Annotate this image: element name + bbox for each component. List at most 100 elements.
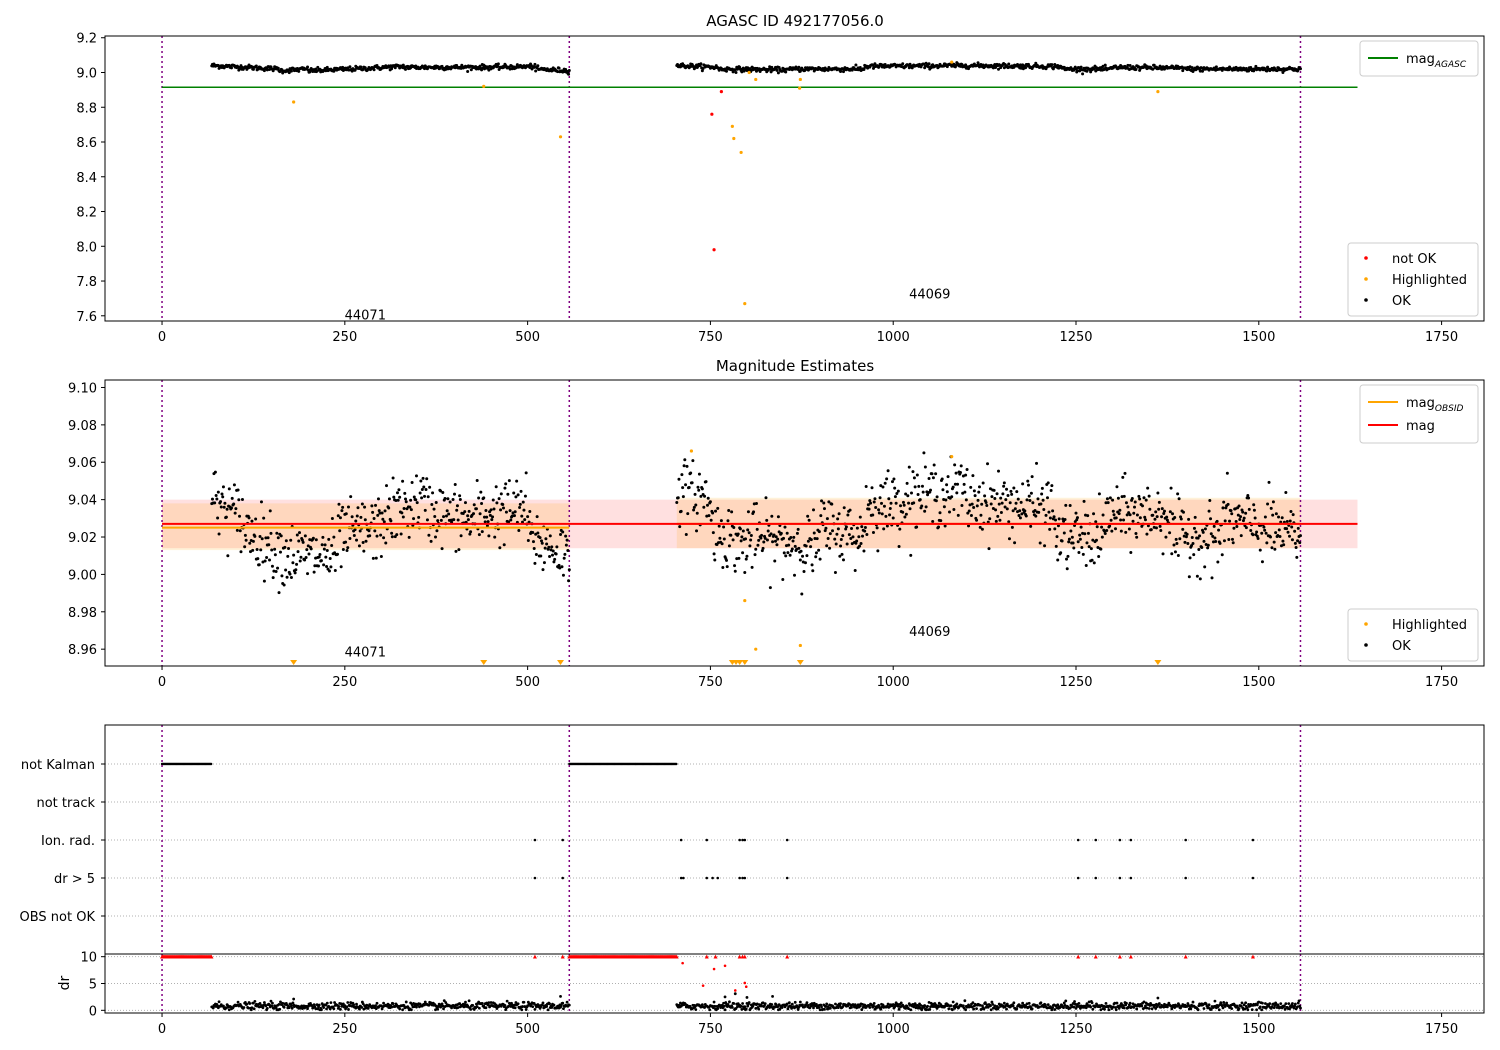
ok-point-estimate bbox=[1040, 486, 1044, 490]
flag-point bbox=[705, 838, 709, 842]
ok-point-estimate bbox=[1109, 518, 1113, 522]
ok-point-estimate bbox=[453, 482, 457, 486]
ok-point-estimate bbox=[1277, 528, 1281, 532]
ok-point-estimate bbox=[435, 529, 439, 533]
legend-mag-box bbox=[1359, 384, 1479, 444]
ok-point-estimate bbox=[552, 560, 556, 564]
highlighted-below-range-marker bbox=[736, 660, 744, 665]
ok-point-estimate bbox=[836, 517, 840, 521]
ok-point-estimate bbox=[508, 509, 512, 513]
dr-ok-point bbox=[442, 1007, 445, 1011]
highlighted-below-range-marker bbox=[796, 660, 804, 665]
ok-point-estimate bbox=[850, 527, 854, 530]
ok-point-estimate bbox=[454, 549, 458, 553]
ok-point-estimate bbox=[1143, 518, 1147, 522]
ok-point-estimate bbox=[857, 535, 861, 539]
ok-point-estimate bbox=[1162, 512, 1166, 516]
dr-ok-point bbox=[1255, 1003, 1259, 1007]
ok-point-estimate bbox=[417, 515, 421, 519]
ok-point-agasc bbox=[701, 67, 705, 71]
ok-point-estimate bbox=[1080, 545, 1084, 549]
dr-capped-marker bbox=[704, 954, 709, 959]
ok-point-estimate bbox=[1176, 492, 1180, 496]
ok-point-estimate bbox=[534, 553, 538, 556]
ok-point-estimate bbox=[398, 495, 402, 499]
ok-point-estimate bbox=[1122, 518, 1126, 522]
ok-point-estimate bbox=[1117, 512, 1121, 516]
dr-ok-point bbox=[839, 1002, 842, 1006]
x-tick-label: 500 bbox=[515, 1022, 540, 1037]
dr-ok-point bbox=[1157, 1002, 1161, 1005]
ok-point-estimate bbox=[397, 488, 401, 492]
ok-point-estimate bbox=[503, 486, 507, 490]
dr-ok-point bbox=[442, 999, 446, 1003]
ok-point-estimate bbox=[418, 491, 422, 495]
dr-ok-point bbox=[1042, 1005, 1046, 1009]
ok-point-estimate bbox=[997, 469, 1000, 473]
ok-point-agasc bbox=[734, 70, 738, 74]
flag-point bbox=[1129, 838, 1133, 842]
ok-point-estimate bbox=[1113, 527, 1117, 531]
ok-point-estimate bbox=[1216, 560, 1220, 564]
ok-point-estimate bbox=[561, 573, 565, 577]
ok-point-estimate bbox=[753, 553, 757, 557]
dr-not-ok-point bbox=[733, 989, 737, 992]
ok-point-estimate bbox=[986, 520, 990, 524]
dr-ok-point bbox=[345, 1005, 349, 1009]
ok-point-estimate bbox=[1023, 509, 1027, 513]
ok-point-estimate bbox=[1280, 516, 1284, 520]
dr-ok-point bbox=[927, 1000, 931, 1004]
ok-point-estimate bbox=[1269, 506, 1273, 510]
ok-point-estimate bbox=[1027, 494, 1031, 498]
obsid-label: 44069 bbox=[909, 625, 950, 640]
ok-point-estimate bbox=[790, 547, 794, 551]
dr-ok-point bbox=[897, 1007, 901, 1011]
ok-point-estimate bbox=[1095, 525, 1099, 529]
ok-point-estimate bbox=[333, 568, 337, 572]
ok-point-estimate bbox=[888, 506, 892, 510]
ok-point-estimate bbox=[686, 512, 690, 516]
ok-point-estimate bbox=[1212, 524, 1216, 528]
ok-point-estimate bbox=[1051, 509, 1055, 513]
ok-point-estimate bbox=[1289, 510, 1293, 514]
ok-point-estimate bbox=[831, 529, 835, 533]
ok-point-estimate bbox=[1192, 553, 1196, 557]
ok-point-estimate bbox=[893, 495, 897, 499]
ok-point-estimate bbox=[679, 509, 683, 513]
ok-point-estimate bbox=[514, 495, 518, 499]
ok-point-estimate bbox=[548, 534, 552, 538]
dr-ok-point bbox=[928, 1008, 932, 1011]
ok-point-estimate bbox=[412, 517, 416, 521]
ok-point-estimate bbox=[1211, 534, 1215, 538]
dr-ok-point bbox=[1084, 1006, 1088, 1010]
ok-point-estimate bbox=[368, 534, 372, 538]
ok-point-estimate bbox=[498, 546, 502, 550]
ok-point-estimate bbox=[1030, 475, 1034, 479]
ok-point-estimate bbox=[262, 579, 266, 583]
legend-status-label: OK bbox=[1392, 294, 1411, 309]
ok-point-estimate bbox=[504, 482, 508, 486]
ok-point-estimate bbox=[421, 476, 425, 480]
dr-ok-point bbox=[1237, 1007, 1241, 1010]
dr-ok-point bbox=[700, 1003, 704, 1006]
flag-point bbox=[738, 876, 741, 880]
ok-point-estimate bbox=[783, 525, 787, 529]
ok-point-estimate bbox=[1157, 507, 1161, 511]
ok-point-estimate bbox=[265, 555, 269, 559]
ok-point-estimate bbox=[408, 505, 412, 509]
ok-point-estimate bbox=[317, 555, 321, 559]
ok-point-estimate bbox=[1265, 541, 1269, 545]
ok-point-agasc bbox=[372, 68, 376, 72]
ok-point-estimate bbox=[536, 531, 540, 535]
ok-point-estimate bbox=[251, 539, 255, 543]
ok-point-estimate bbox=[225, 507, 229, 511]
ok-point-estimate bbox=[806, 539, 810, 543]
ok-point-estimate bbox=[426, 495, 430, 499]
ok-point-estimate bbox=[849, 537, 853, 541]
ok-point-estimate bbox=[526, 538, 530, 542]
ok-point-estimate bbox=[1018, 516, 1022, 520]
ok-point-estimate bbox=[367, 529, 371, 533]
highlighted-point bbox=[689, 449, 694, 453]
dr-ok-point bbox=[1027, 1001, 1031, 1005]
flag-point bbox=[1076, 876, 1080, 880]
